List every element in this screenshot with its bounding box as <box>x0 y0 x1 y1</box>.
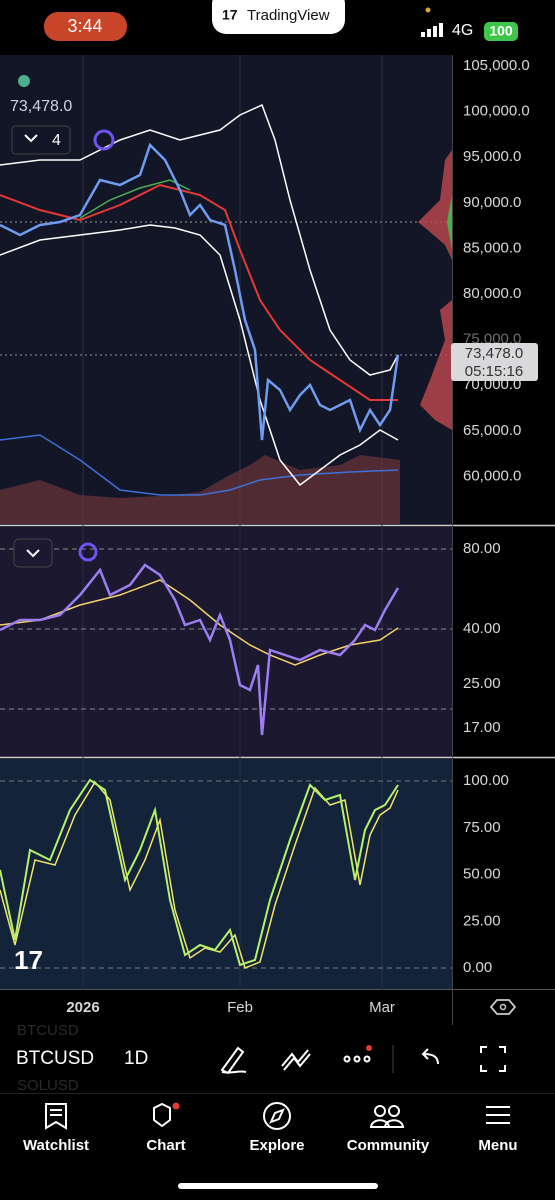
privacy-dot <box>425 7 431 13</box>
battery-level: 100 <box>489 23 513 39</box>
price-tag-countdown: 05:15:16 <box>465 363 523 380</box>
nav-label[interactable]: Watchlist <box>23 1137 89 1154</box>
price-axis-label: 65,000.0 <box>463 422 521 439</box>
stoch-axis-label: 75.00 <box>463 819 501 836</box>
price-axis-label: 90,000.0 <box>463 194 521 211</box>
app-pill <box>212 0 345 34</box>
price-tag <box>451 343 538 381</box>
stoch-pane <box>0 759 452 989</box>
stoch-k <box>0 778 399 967</box>
axis-area <box>452 55 555 990</box>
sync-icon <box>93 129 115 151</box>
time-axis-label: Feb <box>227 999 253 1016</box>
app-name: TradingView <box>247 7 330 24</box>
indicator-toggle[interactable] <box>11 125 71 155</box>
stoch-axis-label: 50.00 <box>463 866 501 883</box>
rsi-axis-label: 25.00 <box>463 675 501 692</box>
volume-bars <box>0 455 400 524</box>
chevron <box>26 549 40 558</box>
stoch-axis-label: 100.00 <box>463 772 509 789</box>
volume-profile <box>418 150 452 260</box>
price-axis-label: 100,000.0 <box>463 103 530 120</box>
rsi-ma <box>0 579 399 666</box>
ghost-symbol: SOLUSD <box>17 1077 79 1094</box>
ghost-symbol: BTCUSD <box>17 1022 79 1039</box>
last-price: 73,478.0 <box>10 98 72 115</box>
status-time: 3:44 <box>67 16 102 36</box>
stoch-axis-label: 25.00 <box>463 912 501 929</box>
stoch-d <box>0 780 399 970</box>
symbol[interactable]: BTCUSD <box>16 1048 94 1069</box>
sync-icon <box>78 542 98 562</box>
nav-label[interactable]: Menu <box>478 1137 517 1154</box>
rsi-toggle[interactable] <box>13 538 53 568</box>
rsi-axis-label: 40.00 <box>463 620 501 637</box>
price-axis-label: 95,000.0 <box>463 148 521 165</box>
stoch-axis-label: 0.00 <box>463 959 492 976</box>
volume-ma <box>0 434 399 496</box>
settings-icon <box>499 1003 507 1011</box>
nav-label[interactable]: Community <box>347 1137 430 1154</box>
price-tag-price: 73,478.0 <box>465 345 523 362</box>
alert-dot <box>366 1045 372 1051</box>
stoch-bands <box>0 780 452 969</box>
rsi-axis-label: 17.00 <box>463 719 501 736</box>
price-pane <box>0 55 452 525</box>
volume-profile <box>447 195 452 250</box>
chevron <box>24 134 38 143</box>
nav-label[interactable]: Explore <box>249 1137 304 1154</box>
toolbar-icons[interactable] <box>220 1046 506 1075</box>
bollinger-upper <box>0 103 399 376</box>
home-indicator <box>178 1183 378 1189</box>
bollinger-lower <box>0 224 399 487</box>
price-candles <box>0 142 400 441</box>
tv-logo: 17 <box>14 945 43 975</box>
time-axis-label: 2026 <box>66 999 99 1016</box>
time-axis-label: Mar <box>369 999 395 1016</box>
interval[interactable]: 1D <box>124 1048 148 1069</box>
nav-label[interactable]: Chart <box>146 1137 185 1154</box>
status-dot <box>18 75 30 87</box>
alert-dot <box>172 1102 180 1110</box>
indicator-count: 4 <box>52 132 61 149</box>
time-pill <box>44 12 127 41</box>
rsi-line <box>0 563 400 736</box>
volume-profile <box>420 300 452 430</box>
rsi-pane <box>0 527 452 757</box>
battery <box>484 22 518 41</box>
nav-icons <box>45 1102 510 1130</box>
network: 4G <box>452 22 473 39</box>
price-axis-label: 105,000.0 <box>463 57 530 74</box>
rsi-axis-label: 80.00 <box>463 540 501 557</box>
ema-line <box>0 183 398 401</box>
app-logo: 17 <box>222 7 238 23</box>
signal-icon <box>421 23 443 37</box>
price-axis-label: 60,000.0 <box>463 467 521 484</box>
settings-icon[interactable] <box>489 999 517 1015</box>
price-axis-label: 80,000.0 <box>463 285 521 302</box>
price-axis-label: 85,000.0 <box>463 239 521 256</box>
